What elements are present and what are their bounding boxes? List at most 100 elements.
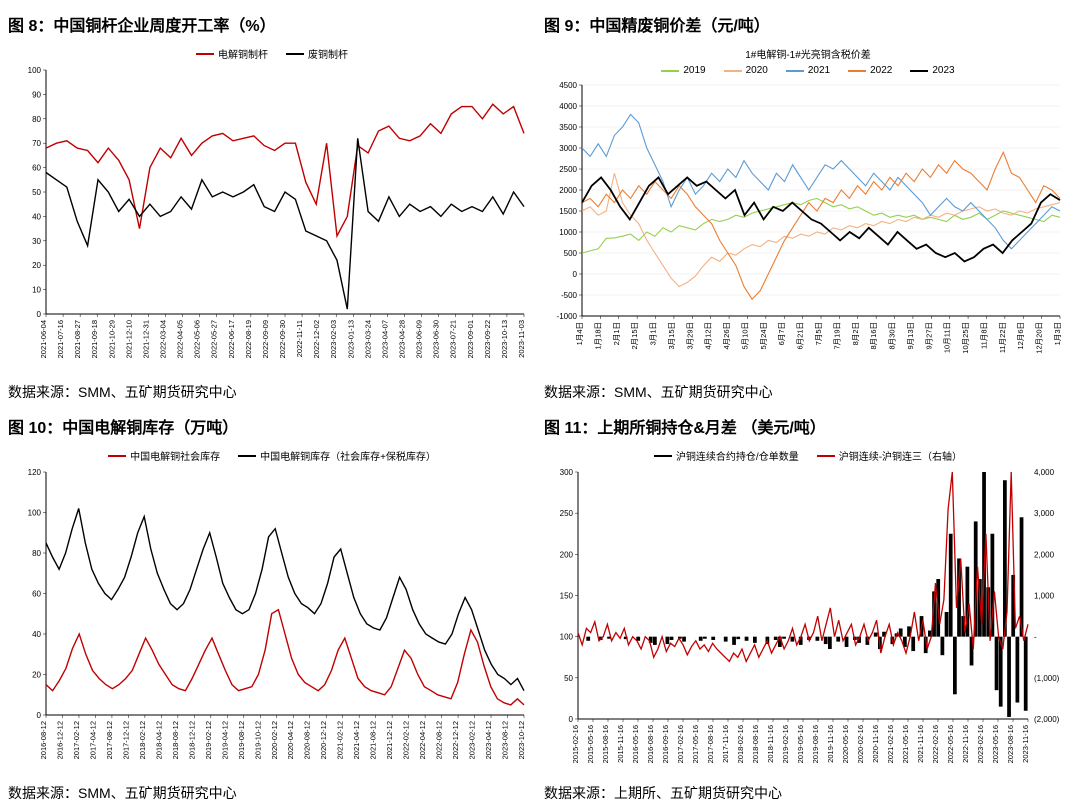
legend-item: 2019	[661, 65, 705, 76]
svg-text:2022-08-12: 2022-08-12	[435, 721, 444, 759]
svg-text:2021-06-04: 2021-06-04	[39, 320, 48, 358]
legend-item: 电解铜制杆	[196, 46, 268, 61]
svg-text:1500: 1500	[559, 207, 577, 216]
svg-text:2500: 2500	[559, 165, 577, 174]
svg-text:2020-02-12: 2020-02-12	[270, 721, 279, 759]
svg-text:1月3日: 1月3日	[1053, 322, 1062, 345]
svg-text:2022-04-05: 2022-04-05	[176, 320, 185, 358]
svg-text:2023-03-24: 2023-03-24	[363, 320, 372, 358]
svg-text:20: 20	[32, 671, 41, 680]
panel-11-legend: 沪铜连续合约持仓/仓单数量 沪铜连续-沪铜连三（右轴）	[544, 448, 1072, 463]
svg-text:1000: 1000	[559, 228, 577, 237]
legend-swatch	[817, 455, 835, 457]
legend-label: 废铜制杆	[308, 46, 348, 61]
svg-text:6月7日: 6月7日	[777, 322, 786, 345]
svg-text:2021-08-12: 2021-08-12	[369, 721, 378, 759]
svg-text:100: 100	[28, 66, 42, 75]
svg-text:2023-02-03: 2023-02-03	[329, 320, 338, 358]
svg-text:2018-02-16: 2018-02-16	[736, 725, 745, 763]
svg-text:2021-05-16: 2021-05-16	[901, 725, 910, 763]
svg-text:2021-08-27: 2021-08-27	[73, 320, 82, 358]
svg-text:2018-04-12: 2018-04-12	[154, 721, 163, 759]
svg-text:2019-08-16: 2019-08-16	[811, 725, 820, 763]
svg-text:1月18日: 1月18日	[593, 322, 602, 350]
svg-text:6月21日: 6月21日	[796, 322, 805, 350]
panel-10-source: 数据来源：SMM、五矿期货研究中心	[8, 783, 536, 803]
legend-label: 沪铜连续合约持仓/仓单数量	[676, 448, 799, 463]
svg-text:2019-10-12: 2019-10-12	[253, 721, 262, 759]
svg-text:0: 0	[37, 310, 42, 319]
legend-item: 2023	[910, 65, 954, 76]
svg-text:2021-12-31: 2021-12-31	[141, 320, 150, 358]
svg-text:0: 0	[573, 270, 578, 279]
panel-9-legend: 20192020202120222023	[544, 65, 1072, 76]
svg-text:100: 100	[560, 633, 574, 642]
svg-text:200: 200	[560, 550, 574, 559]
svg-text:12月6日: 12月6日	[1016, 322, 1025, 350]
svg-text:60: 60	[32, 590, 41, 599]
svg-text:2016-08-16: 2016-08-16	[646, 725, 655, 763]
svg-text:2023-06-09: 2023-06-09	[415, 320, 424, 358]
svg-text:3月15日: 3月15日	[667, 322, 676, 350]
panel-11-title: 图 11：上期所铜持仓&月差 （美元/吨）	[544, 410, 1072, 442]
svg-text:80: 80	[32, 549, 41, 558]
svg-text:2017-08-16: 2017-08-16	[706, 725, 715, 763]
legend-swatch	[724, 70, 742, 72]
panel-9-chart: -1000-5000500100015002000250030003500400…	[544, 80, 1072, 376]
svg-text:2015-02-16: 2015-02-16	[571, 725, 580, 763]
panel-8-title: 图 8：中国铜杆企业周度开工率（%）	[8, 8, 536, 40]
svg-text:2000: 2000	[559, 186, 577, 195]
svg-text:2016-09-16: 2016-09-16	[661, 725, 670, 763]
svg-text:7月5日: 7月5日	[814, 322, 823, 345]
svg-text:2023-06-30: 2023-06-30	[432, 320, 441, 358]
svg-text:2021-07-16: 2021-07-16	[56, 320, 65, 358]
svg-text:4月26日: 4月26日	[722, 322, 731, 350]
svg-text:10月11日: 10月11日	[943, 322, 952, 353]
legend-item: 沪铜连续-沪铜连三（右轴）	[817, 448, 962, 463]
panel-10-title: 图 10：中国电解铜库存（万吨）	[8, 410, 536, 442]
legend-swatch	[286, 53, 304, 55]
svg-text:2016-05-16: 2016-05-16	[631, 725, 640, 763]
svg-text:2020-11-16: 2020-11-16	[871, 725, 880, 763]
svg-text:2022-12-02: 2022-12-02	[312, 320, 321, 358]
panel-8-legend: 电解铜制杆 废铜制杆	[8, 46, 536, 61]
svg-text:50: 50	[564, 674, 573, 683]
svg-text:2021-11-16: 2021-11-16	[916, 725, 925, 763]
svg-text:2017-04-12: 2017-04-12	[88, 721, 97, 759]
svg-text:10月25日: 10月25日	[961, 322, 970, 354]
svg-text:9月13日: 9月13日	[906, 322, 915, 350]
svg-text:0: 0	[569, 715, 574, 724]
svg-text:5月10日: 5月10日	[740, 322, 749, 350]
legend-item: 2021	[786, 65, 830, 76]
svg-text:2020-12-12: 2020-12-12	[319, 721, 328, 759]
panel-8-source: 数据来源：SMM、五矿期货研究中心	[8, 382, 536, 402]
svg-text:7月19日: 7月19日	[832, 322, 841, 350]
legend-label: 电解铜制杆	[218, 46, 268, 61]
svg-text:2021-02-12: 2021-02-12	[336, 721, 345, 759]
svg-text:4000: 4000	[559, 102, 577, 111]
svg-text:2015-08-16: 2015-08-16	[601, 725, 610, 763]
svg-text:2022-02-16: 2022-02-16	[931, 725, 940, 763]
svg-text:2023-11-03: 2023-11-03	[517, 320, 526, 358]
svg-text:2021-12-10: 2021-12-10	[124, 320, 133, 358]
svg-text:20: 20	[32, 261, 41, 270]
svg-text:3月29日: 3月29日	[685, 322, 694, 350]
svg-text:2017-02-12: 2017-02-12	[72, 721, 81, 759]
svg-text:2023-05-16: 2023-05-16	[991, 725, 1000, 763]
svg-text:3000: 3000	[559, 144, 577, 153]
svg-text:2023-09-01: 2023-09-01	[466, 320, 475, 358]
legend-swatch	[848, 70, 866, 72]
svg-text:2022-11-11: 2022-11-11	[295, 320, 304, 357]
legend-label: 2022	[870, 65, 892, 76]
svg-text:2019-08-12: 2019-08-12	[237, 721, 246, 759]
svg-text:4月12日: 4月12日	[704, 322, 713, 350]
svg-text:2015-11-16: 2015-11-16	[616, 725, 625, 763]
svg-text:2022-12-12: 2022-12-12	[451, 721, 460, 759]
svg-text:2022-06-17: 2022-06-17	[227, 320, 236, 358]
svg-text:2016-08-12: 2016-08-12	[39, 721, 48, 759]
svg-text:50: 50	[32, 188, 41, 197]
legend-swatch	[661, 70, 679, 72]
legend-swatch	[108, 455, 126, 457]
svg-text:2020-02-16: 2020-02-16	[856, 725, 865, 763]
legend-label: 沪铜连续-沪铜连三（右轴）	[839, 448, 962, 463]
